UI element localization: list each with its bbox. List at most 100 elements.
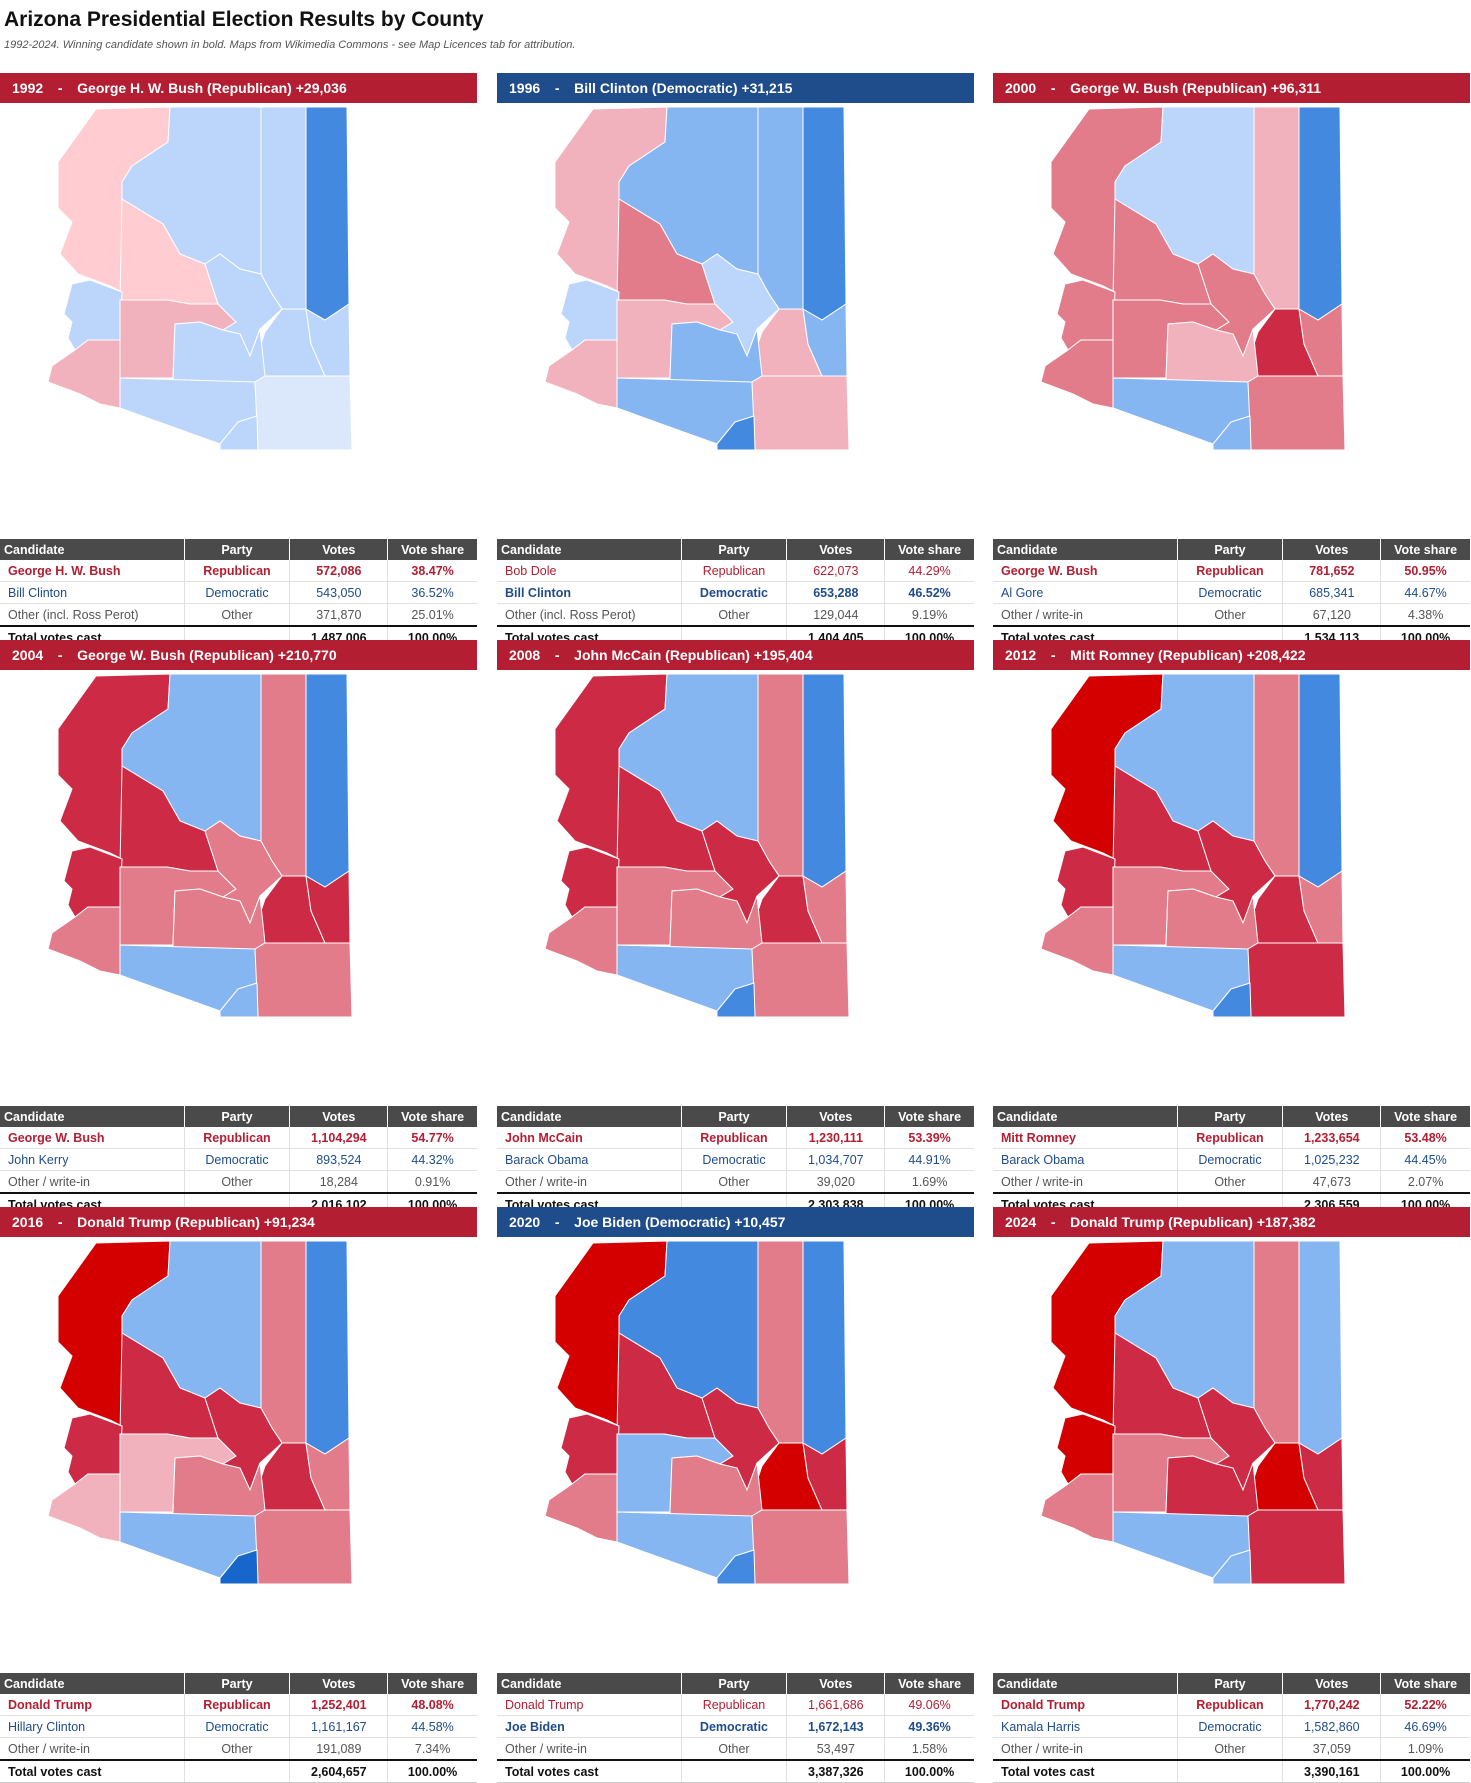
election-panel-2020: 2020- Joe Biden (Democratic) +10,457 Cand… — [497, 1207, 974, 1783]
cell-votes: 1,025,232 — [1282, 1148, 1381, 1171]
table-row: George W. Bush Republican 781,652 50.95% — [993, 560, 1470, 582]
county-navajo — [757, 1240, 804, 1451]
total-label: Total votes cast — [993, 1759, 1178, 1783]
county-yuma — [1040, 339, 1114, 409]
header-candidate: Candidate — [993, 1673, 1178, 1694]
cell-vote-share: 53.39% — [884, 1127, 974, 1149]
header-vote-share: Vote share — [1380, 1106, 1470, 1127]
total-party-empty — [1176, 1759, 1283, 1783]
table-row: George W. Bush Republican 1,104,294 54.77% — [0, 1127, 477, 1149]
county-cochise — [254, 1509, 353, 1585]
header-candidate: Candidate — [0, 1673, 185, 1694]
county-yuma — [47, 1473, 121, 1543]
cell-candidate: George W. Bush — [0, 1127, 185, 1149]
cell-vote-share: 38.47% — [387, 560, 477, 582]
page-title: Arizona Presidential Election Results by… — [4, 8, 484, 31]
cell-candidate: Donald Trump — [497, 1694, 682, 1716]
county-santacruz — [219, 415, 259, 451]
cell-votes: 543,050 — [289, 581, 388, 604]
county-map — [544, 106, 850, 451]
county-map — [544, 1240, 850, 1585]
county-cochise — [1247, 1509, 1346, 1585]
total-share: 100.00% — [387, 1759, 477, 1783]
county-apache — [1298, 106, 1343, 321]
county-apache — [1298, 1240, 1343, 1455]
cell-votes: 1,233,654 — [1282, 1127, 1381, 1149]
cell-votes: 781,652 — [1282, 560, 1381, 582]
banner-separator: - — [57, 1214, 63, 1230]
page: Arizona Presidential Election Results by… — [0, 8, 1470, 1783]
table-row: John Kerry Democratic 893,524 44.32% — [0, 1148, 477, 1171]
cell-party: Democratic — [1176, 1148, 1283, 1171]
banner-year: 2000 — [1005, 80, 1037, 96]
county-yuma — [544, 906, 618, 976]
panel-banner: 1992- George H. W. Bush (Republican) +29,… — [0, 73, 477, 103]
results-table: Candidate Party Votes Vote share Donald … — [993, 1673, 1470, 1783]
cell-votes: 1,672,143 — [786, 1715, 885, 1738]
county-yuma — [1040, 906, 1114, 976]
table-row: John McCain Republican 1,230,111 53.39% — [497, 1127, 974, 1149]
county-apache — [1298, 673, 1343, 888]
cell-candidate: Barack Obama — [497, 1148, 682, 1171]
cell-votes: 191,089 — [289, 1737, 388, 1761]
county-cochise — [751, 942, 850, 1018]
cell-candidate: Donald Trump — [0, 1694, 185, 1716]
banner-separator: - — [57, 80, 63, 96]
header-party: Party — [680, 539, 787, 560]
cell-vote-share: 52.22% — [1380, 1694, 1470, 1716]
banner-separator: - — [554, 80, 560, 96]
cell-party: Other — [680, 603, 787, 627]
county-yuma — [47, 906, 121, 976]
cell-votes: 1,770,242 — [1282, 1694, 1381, 1716]
banner-winner: George H. W. Bush (Republican) +29,036 — [77, 80, 347, 96]
cell-party: Democratic — [1176, 581, 1283, 604]
cell-votes: 1,034,707 — [786, 1148, 885, 1171]
results-table: Candidate Party Votes Vote share Bob Dol… — [497, 539, 974, 649]
panel-banner: 2016- Donald Trump (Republican) +91,234 — [0, 1207, 477, 1237]
cell-votes: 572,086 — [289, 560, 388, 582]
cell-vote-share: 1.69% — [884, 1170, 974, 1194]
header-party: Party — [183, 1106, 290, 1127]
cell-party: Democratic — [1176, 1715, 1283, 1738]
table-header-row: Candidate Party Votes Vote share — [993, 1106, 1470, 1127]
total-share: 100.00% — [1380, 1759, 1470, 1783]
county-cochise — [1247, 375, 1346, 451]
election-panel-2000: 2000- George W. Bush (Republican) +96,311… — [993, 73, 1470, 649]
cell-votes: 1,161,167 — [289, 1715, 388, 1738]
table-row: Bill Clinton Democratic 543,050 36.52% — [0, 581, 477, 604]
cell-candidate: John Kerry — [0, 1148, 185, 1171]
county-navajo — [260, 673, 307, 884]
total-row: Total votes cast 3,387,326 100.00% — [497, 1759, 974, 1783]
cell-votes: 67,120 — [1282, 603, 1381, 627]
header-votes: Votes — [1282, 539, 1381, 560]
total-votes: 2,604,657 — [289, 1759, 388, 1783]
cell-candidate: Other / write-in — [497, 1170, 682, 1194]
panel-banner: 2012- Mitt Romney (Republican) +208,422 — [993, 640, 1470, 670]
cell-party: Republican — [1176, 1127, 1283, 1149]
total-share: 100.00% — [884, 1759, 974, 1783]
county-navajo — [260, 1240, 307, 1451]
table-header-row: Candidate Party Votes Vote share — [993, 539, 1470, 560]
table-row: Barack Obama Democratic 1,034,707 44.91% — [497, 1148, 974, 1171]
table-row: Other / write-in Other 191,089 7.34% — [0, 1737, 477, 1761]
county-apache — [305, 673, 350, 888]
cell-candidate: John McCain — [497, 1127, 682, 1149]
header-party: Party — [680, 1673, 787, 1694]
county-map — [47, 673, 353, 1018]
cell-candidate: Barack Obama — [993, 1148, 1178, 1171]
cell-votes: 129,044 — [786, 603, 885, 627]
cell-vote-share: 1.58% — [884, 1737, 974, 1761]
county-map — [1040, 106, 1346, 451]
county-yuma — [544, 1473, 618, 1543]
cell-votes: 18,284 — [289, 1170, 388, 1194]
county-apache — [802, 673, 847, 888]
table-header-row: Candidate Party Votes Vote share — [497, 1673, 974, 1694]
results-table: Candidate Party Votes Vote share George … — [0, 539, 477, 649]
cell-candidate: Other / write-in — [993, 1737, 1178, 1761]
cell-party: Other — [680, 1170, 787, 1194]
header-votes: Votes — [786, 1106, 885, 1127]
election-panel-2016: 2016- Donald Trump (Republican) +91,234 C… — [0, 1207, 477, 1783]
table-header-row: Candidate Party Votes Vote share — [497, 539, 974, 560]
county-apache — [305, 1240, 350, 1455]
table-row: Bob Dole Republican 622,073 44.29% — [497, 560, 974, 582]
